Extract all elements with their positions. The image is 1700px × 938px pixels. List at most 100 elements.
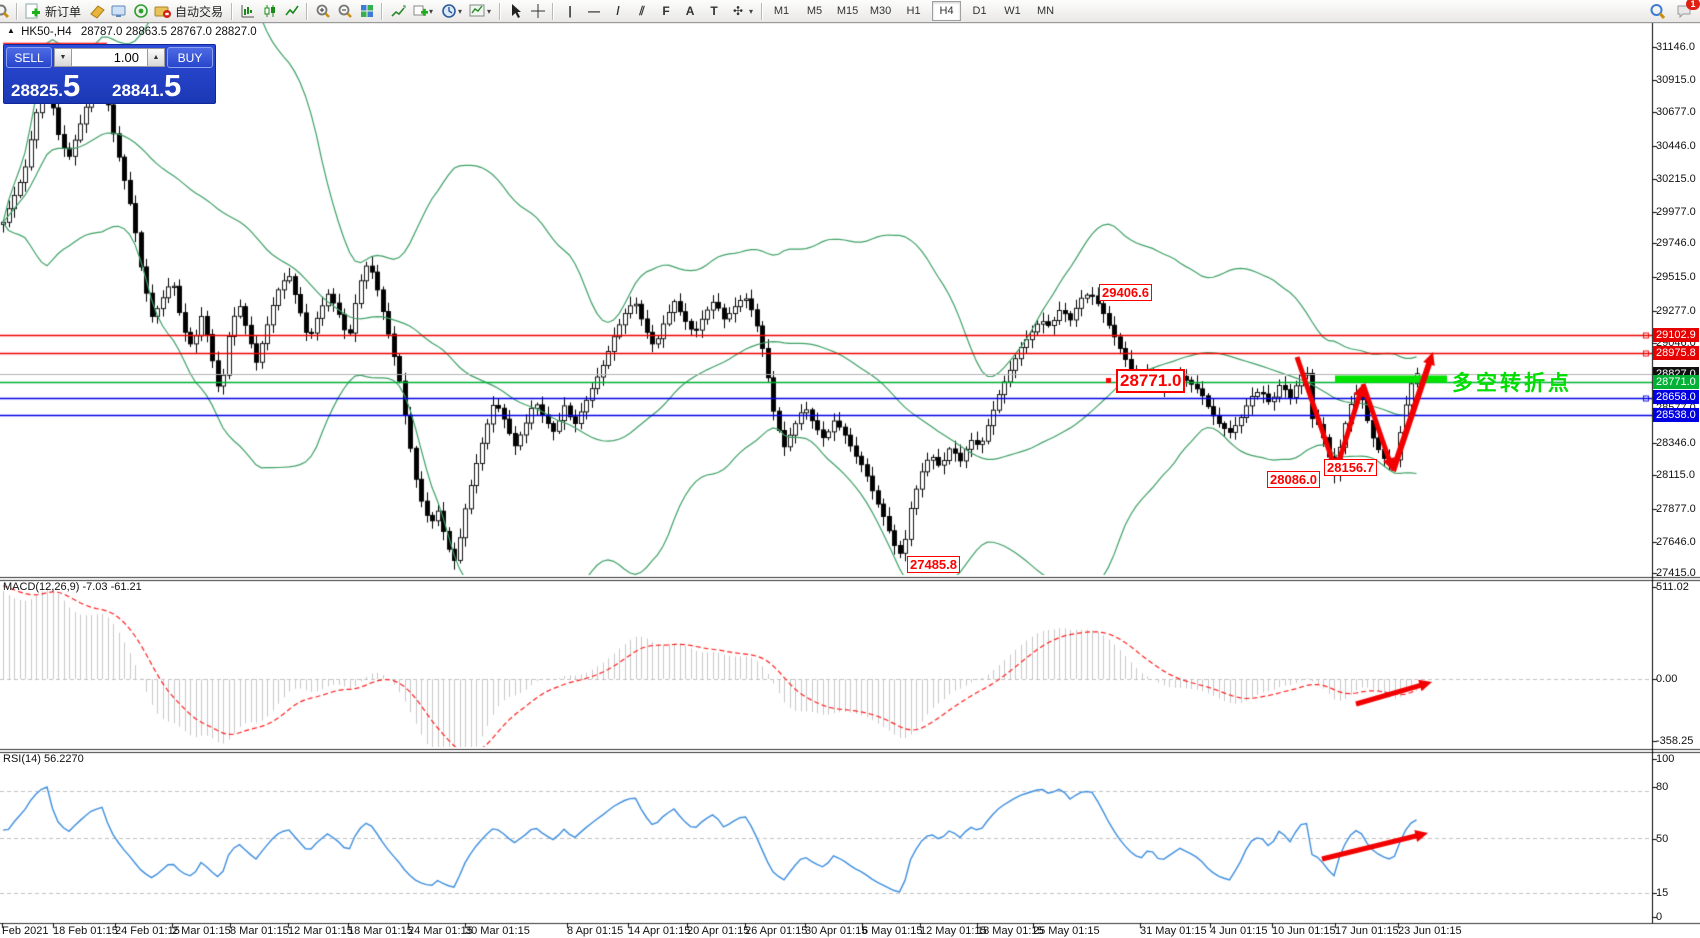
drawing-tools-strip: | — / ⫽ F A T ✣ <box>558 2 750 21</box>
volume-decrease-button[interactable]: ▼ <box>54 48 72 67</box>
price-annotation-label[interactable]: 28156.7 <box>1324 459 1377 476</box>
notification-icon[interactable]: 1 <box>1674 0 1700 21</box>
sell-price[interactable]: 28825.5 <box>11 68 81 103</box>
price-tick: 31146.0 <box>1656 41 1695 53</box>
volume-increase-button[interactable]: ▲ <box>147 48 165 67</box>
signal-icon[interactable] <box>130 2 151 21</box>
cursor-icon[interactable] <box>505 2 526 21</box>
buy-button[interactable]: BUY <box>167 47 213 68</box>
time-axis-label: 14 Apr 01:15 <box>628 925 691 937</box>
zoom-in-icon[interactable] <box>312 2 333 21</box>
price-tick: 29515.0 <box>1656 271 1696 283</box>
time-axis-label: Feb 2021 <box>2 925 49 937</box>
macd-label: MACD(12,26,9) -7.03 -61.21 <box>3 581 142 593</box>
candlestick-chart-icon[interactable] <box>259 2 280 21</box>
template-icon[interactable] <box>467 2 488 21</box>
ohlc-values: 28787.0 28863.5 28767.0 28827.0 <box>80 26 257 38</box>
price-annotation-label[interactable]: 28086.0 <box>1267 471 1320 488</box>
time-axis-label: 30 Apr 01:15 <box>805 925 868 937</box>
trendline-tool-icon[interactable]: / <box>616 4 620 18</box>
timeframe-h4[interactable]: H4 <box>932 1 962 21</box>
fibonacci-tool-icon[interactable]: F <box>662 4 670 18</box>
price-tick: 27646.0 <box>1656 536 1696 548</box>
price-tick: 27415.0 <box>1656 567 1696 579</box>
eraser-icon[interactable] <box>86 2 107 21</box>
volume-input[interactable]: 1.00 <box>72 48 147 67</box>
rsi-tick: 0 <box>1656 911 1663 923</box>
dropdown-caret-icon[interactable]: ▾ <box>458 6 463 16</box>
rsi-label: RSI(14) 56.2270 <box>3 753 84 765</box>
volume-control: ▼ 1.00 ▲ <box>54 48 165 67</box>
dropdown-caret-icon[interactable]: ▾ <box>429 6 434 16</box>
time-axis-label: 8 Mar 01:15 <box>230 925 289 937</box>
price-annotation-label[interactable]: 28771.0 <box>1116 369 1186 393</box>
price-level-badge[interactable]: 28975.8 <box>1653 346 1699 360</box>
buy-price[interactable]: 28841.5 <box>112 68 182 103</box>
macd-tick: -358.25 <box>1656 735 1694 747</box>
crosshair-icon[interactable] <box>527 2 548 21</box>
price-annotation-label[interactable]: 27485.8 <box>907 556 960 573</box>
time-axis-label: 12 May 01:15 <box>920 925 987 937</box>
bar-chart-icon[interactable] <box>237 2 258 21</box>
price-tick: 28115.0 <box>1656 469 1695 481</box>
dropdown-caret-icon[interactable]: ▾ <box>749 6 754 16</box>
timeframe-bar: M1 M5 M15 M30 H1 H4 D1 W1 MN <box>767 1 1060 21</box>
timeframe-m30[interactable]: M30 <box>869 5 892 17</box>
timeframe-m5[interactable]: M5 <box>806 5 823 17</box>
price-annotation-label[interactable]: 29406.6 <box>1099 284 1152 301</box>
zoom-out-icon[interactable] <box>334 2 355 21</box>
label-tool-icon[interactable]: T <box>710 4 718 18</box>
new-order-label[interactable]: 新订单 <box>45 4 82 19</box>
macd-tick: 511.02 <box>1656 581 1689 593</box>
timeframe-mn[interactable]: MN <box>1036 5 1055 17</box>
timeframe-m1[interactable]: M1 <box>773 5 790 17</box>
tile-windows-icon[interactable] <box>356 2 377 21</box>
upload-chart-icon[interactable] <box>108 2 129 21</box>
time-axis-label: 6 May 01:15 <box>862 925 923 937</box>
indicators-icon[interactable] <box>387 2 408 21</box>
time-axis-label: 24 Feb 01:15 <box>115 925 180 937</box>
equidistant-channel-tool-icon[interactable]: ⫽ <box>639 3 645 18</box>
price-level-badge[interactable]: 29102.9 <box>1653 328 1699 342</box>
text-tool-icon[interactable]: A <box>685 4 695 18</box>
timeframe-d1[interactable]: D1 <box>972 5 987 17</box>
shapes-tool-icon[interactable]: ✣ <box>733 4 744 18</box>
chart-search-icon[interactable] <box>0 2 12 21</box>
timeframe-h1[interactable]: H1 <box>906 5 921 17</box>
one-click-trading-panel: SELL ▼ 1.00 ▲ BUY 28825.5 28841.5 <box>3 44 216 104</box>
horizontal-line-tool-icon[interactable]: — <box>588 4 601 18</box>
chart-title: ▲ HK50-,H4 28787.0 28863.5 28767.0 28827… <box>7 26 257 38</box>
price-level-badge[interactable]: 28658.0 <box>1653 390 1699 404</box>
add-indicator-icon[interactable] <box>409 2 430 21</box>
time-axis-label: 25 May 01:15 <box>1033 925 1100 937</box>
dropdown-caret-icon[interactable]: ▾ <box>487 6 492 16</box>
autotrade-icon[interactable] <box>152 2 173 21</box>
time-axis-label: 24 Mar 01:15 <box>408 925 473 937</box>
new-order-icon[interactable] <box>22 2 43 21</box>
time-axis-label: 18 May 01:15 <box>977 925 1044 937</box>
timeframe-m15[interactable]: M15 <box>836 5 859 17</box>
search-icon[interactable] <box>1647 2 1668 21</box>
notification-count-badge: 1 <box>1686 0 1700 10</box>
price-tick: 30215.0 <box>1656 173 1696 185</box>
price-level-badge[interactable]: 28771.0 <box>1653 375 1699 389</box>
chart-canvas[interactable] <box>0 22 1700 938</box>
rsi-tick: 50 <box>1656 833 1669 845</box>
turning-point-note[interactable]: 多空转折点 <box>1452 372 1572 395</box>
time-axis-label: 12 Mar 01:15 <box>288 925 353 937</box>
price-tick: 30677.0 <box>1656 106 1696 118</box>
price-tick: 30915.0 <box>1656 74 1696 86</box>
price-tick: 29977.0 <box>1656 206 1696 218</box>
sell-button[interactable]: SELL <box>6 47 52 68</box>
price-level-badge[interactable]: 28538.0 <box>1653 408 1699 422</box>
line-chart-icon[interactable] <box>281 2 302 21</box>
vertical-line-tool-icon[interactable]: | <box>568 4 572 18</box>
periods-clock-icon[interactable] <box>438 2 459 21</box>
price-tick: 30446.0 <box>1656 140 1696 152</box>
time-axis-label: 8 Apr 01:15 <box>567 925 624 937</box>
autotrade-label[interactable]: 自动交易 <box>175 4 224 19</box>
time-axis-label: 23 Jun 01:15 <box>1398 925 1462 937</box>
collapse-arrow-icon[interactable]: ▲ <box>7 26 15 35</box>
timeframe-w1[interactable]: W1 <box>1004 5 1021 17</box>
